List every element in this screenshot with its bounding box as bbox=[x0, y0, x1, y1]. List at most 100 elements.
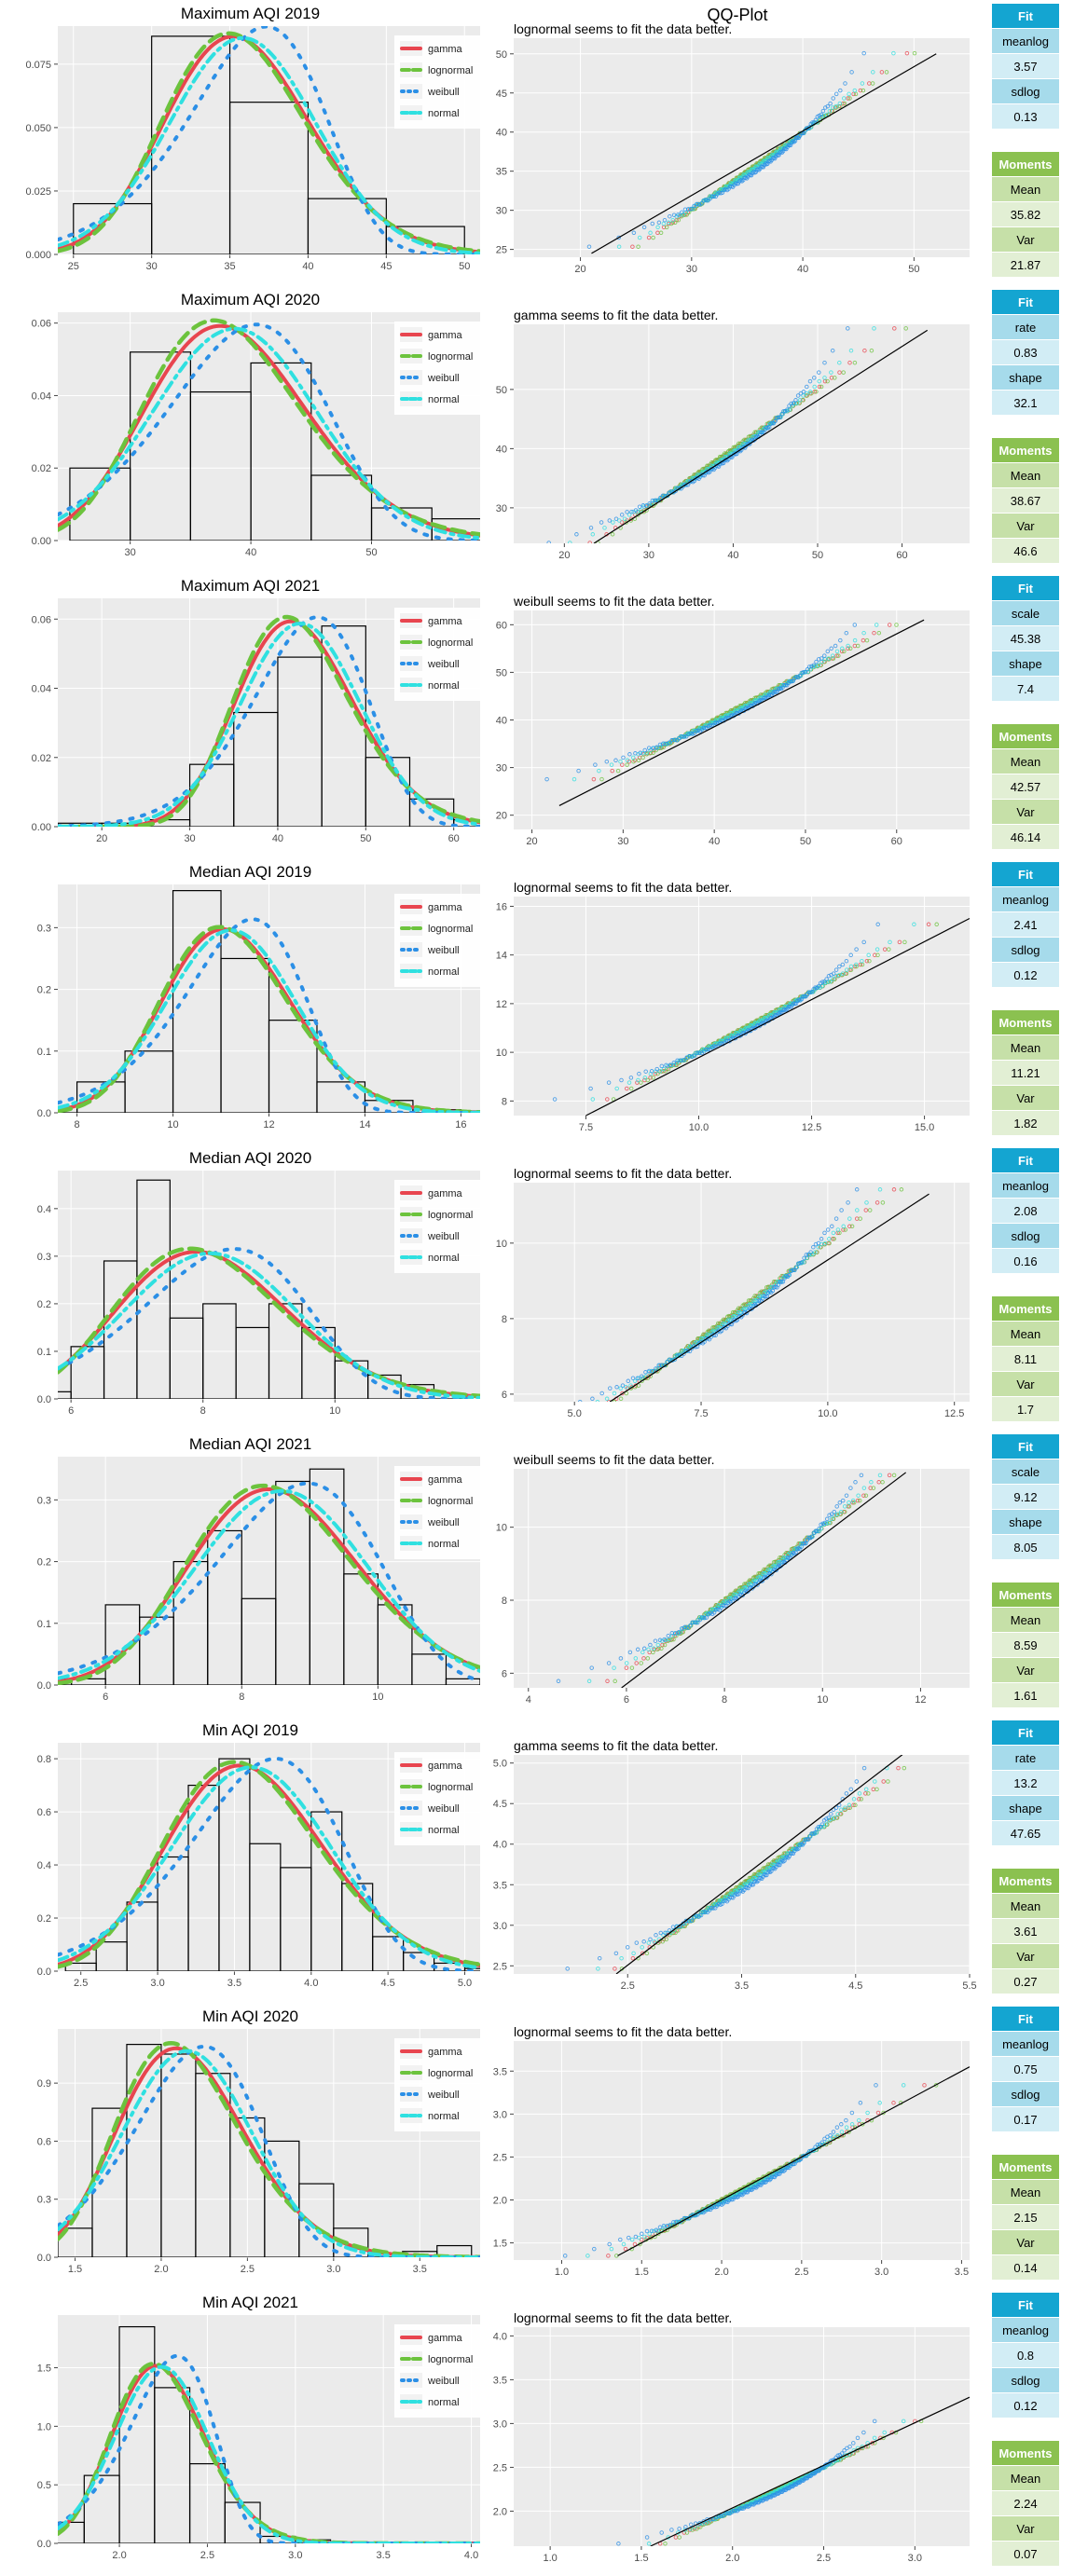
parameter-tables: Fitrate0.83shape32.1MomentsMean38.67Var4… bbox=[992, 290, 1059, 563]
weibull-qq-point bbox=[643, 1370, 648, 1375]
y-tick-label: 0.04 bbox=[32, 391, 51, 402]
fit-param-name-cell bbox=[992, 601, 1059, 625]
normal-qq-point bbox=[617, 518, 622, 523]
y-tick-label: 8 bbox=[502, 1596, 507, 1607]
gamma-qq-point bbox=[597, 1406, 600, 1410]
y-tick-label: 0.1 bbox=[37, 1619, 51, 1630]
normal-qq-point bbox=[831, 977, 835, 981]
x-tick-label: 12 bbox=[915, 1694, 926, 1706]
legend-label: gamma bbox=[428, 2333, 463, 2344]
weibull-qq-point bbox=[830, 348, 835, 353]
weibull-qq-point bbox=[849, 70, 854, 75]
normal-qq-point bbox=[637, 235, 642, 240]
qq-reference-line bbox=[593, 329, 929, 543]
lognormal-qq-point bbox=[814, 390, 819, 394]
weibull-qq-point bbox=[808, 1250, 813, 1254]
weibull-qq-point bbox=[831, 2130, 836, 2134]
moments-mean-label: Mean bbox=[1011, 1899, 1041, 1913]
weibull-qq-point bbox=[703, 1910, 708, 1914]
weibull-qq-point bbox=[650, 498, 655, 503]
weibull-qq-point bbox=[811, 1244, 816, 1250]
lognormal-qq-point bbox=[837, 103, 843, 109]
x-tick-label: 2.0 bbox=[714, 2267, 728, 2278]
lognormal-qq-point bbox=[847, 1805, 853, 1810]
moments-mean-value: 3.61 bbox=[1013, 1925, 1037, 1939]
x-tick-label: 7.5 bbox=[579, 1122, 593, 1133]
weibull-qq-point bbox=[659, 1063, 665, 1069]
parameter-tables: Fitscale9.12shape8.05MomentsMean8.59Var1… bbox=[992, 1434, 1059, 1707]
normal-qq-point bbox=[624, 1661, 629, 1665]
normal-qq-point bbox=[822, 376, 827, 380]
weibull-qq-point bbox=[813, 2144, 818, 2149]
gamma-qq-point bbox=[857, 1797, 861, 1802]
normal-qq-point bbox=[916, 1432, 919, 1436]
moments-header-cell bbox=[992, 724, 1059, 748]
weibull-qq-point bbox=[701, 1048, 707, 1054]
normal-qq-point bbox=[855, 1208, 860, 1213]
moments-var-label: Var bbox=[1016, 519, 1035, 533]
lognormal-qq-point bbox=[857, 1498, 862, 1503]
normal-qq-point bbox=[801, 393, 806, 398]
fit-param-value: 2.41 bbox=[1013, 918, 1037, 932]
x-tick-label: 35 bbox=[224, 261, 235, 272]
weibull-qq-point bbox=[695, 201, 699, 207]
qq-points bbox=[616, 2396, 970, 2546]
normal-qq-point bbox=[619, 1955, 624, 1961]
weibull-qq-point bbox=[586, 244, 592, 249]
y-tick-label: 10 bbox=[496, 1523, 507, 1534]
normal-qq-point bbox=[674, 1061, 680, 1065]
weibull-qq-point bbox=[668, 2222, 673, 2227]
x-tick-label: 30 bbox=[125, 547, 136, 558]
moments-var-value: 0.27 bbox=[1013, 1975, 1037, 1989]
y-tick-label: 3.5 bbox=[493, 1880, 507, 1891]
weibull-qq-point bbox=[704, 198, 709, 202]
normal-qq-point bbox=[618, 1386, 623, 1391]
gamma-qq-point bbox=[875, 2110, 881, 2116]
fit-param-name: meanlog bbox=[1002, 1179, 1049, 1193]
normal-qq-point bbox=[609, 762, 614, 767]
weibull-qq-point bbox=[783, 682, 788, 688]
weibull-qq-point bbox=[641, 1646, 647, 1651]
weibull-qq-point bbox=[833, 643, 838, 649]
normal-qq-point bbox=[826, 1520, 832, 1526]
weibull-qq-point bbox=[689, 206, 694, 212]
y-tick-label: 0.06 bbox=[32, 319, 51, 330]
x-tick-label: 10 bbox=[372, 1692, 383, 1703]
y-tick-label: 3.5 bbox=[493, 2375, 507, 2386]
normal-qq-point bbox=[571, 776, 577, 782]
weibull-qq-point bbox=[854, 1187, 860, 1192]
fit-header-cell bbox=[992, 4, 1059, 28]
fit-param-value: 2.08 bbox=[1013, 1204, 1037, 1218]
gamma-qq-point bbox=[861, 637, 866, 643]
fit-header: Fit bbox=[1018, 1726, 1034, 1740]
weibull-qq-point bbox=[877, 1744, 881, 1747]
normal-qq-point bbox=[590, 532, 596, 537]
x-tick-label: 3.5 bbox=[377, 2550, 391, 2561]
moments-var-value: 46.14 bbox=[1011, 830, 1041, 844]
moments-var-label-cell bbox=[992, 227, 1059, 252]
weibull-qq-point bbox=[846, 326, 850, 331]
normal-qq-point bbox=[891, 50, 896, 56]
fit-param-value-cell bbox=[992, 1249, 1059, 1273]
weibull-qq-point bbox=[825, 1227, 831, 1232]
weibull-qq-point bbox=[690, 1054, 695, 1059]
normal-density-curve bbox=[58, 1765, 480, 1970]
weibull-qq-point bbox=[676, 212, 681, 217]
weibull-qq-point bbox=[819, 112, 824, 117]
legend-label: weibull bbox=[427, 2090, 460, 2101]
weibull-qq-point bbox=[760, 430, 765, 435]
weibull-qq-point bbox=[814, 659, 819, 665]
weibull-qq-point bbox=[654, 1933, 658, 1938]
weibull-qq-point bbox=[625, 510, 629, 514]
y-tick-label: 0.8 bbox=[37, 1754, 51, 1765]
weibull-qq-point bbox=[875, 922, 880, 927]
weibull-qq-point bbox=[574, 532, 579, 537]
lognormal-qq-point bbox=[603, 1406, 607, 1410]
moments-mean-label-cell bbox=[992, 463, 1059, 487]
gamma-qq-point bbox=[640, 1951, 645, 1956]
lognormal-qq-point bbox=[688, 1919, 694, 1924]
density-curves bbox=[58, 26, 480, 254]
lognormal-qq-point bbox=[831, 656, 836, 661]
weibull-qq-point bbox=[874, 2083, 878, 2088]
